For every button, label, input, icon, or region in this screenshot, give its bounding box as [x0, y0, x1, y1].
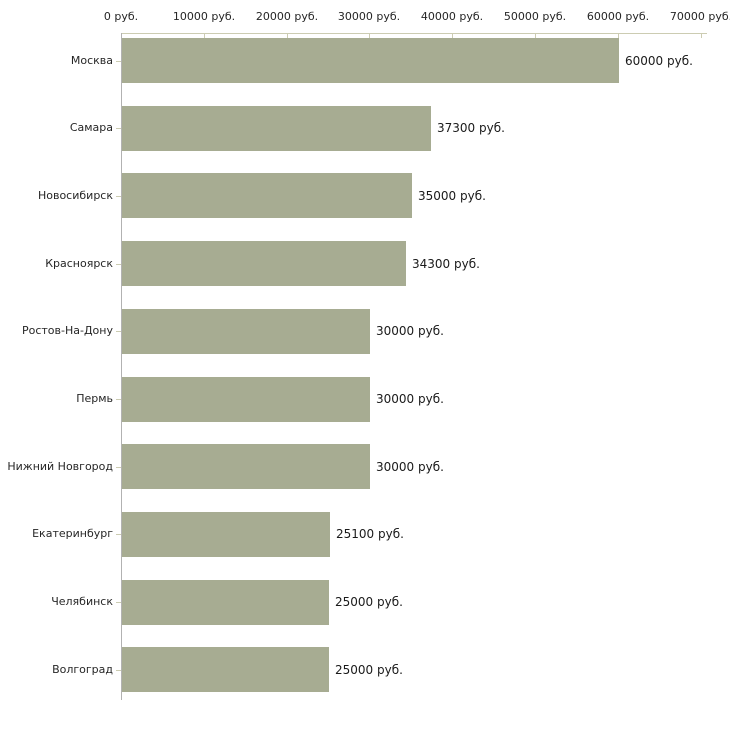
y-axis-tick — [116, 128, 121, 129]
bar-1 — [122, 106, 431, 151]
y-axis-tick — [116, 670, 121, 671]
value-label: 34300 руб. — [412, 257, 480, 271]
bar-2 — [122, 173, 412, 218]
x-axis-tick-label: 40000 руб. — [420, 10, 484, 23]
y-axis-tick — [116, 331, 121, 332]
x-axis-tick — [535, 33, 536, 38]
y-axis-tick — [116, 602, 121, 603]
category-label: Самара — [69, 121, 113, 134]
x-axis-tick-label: 30000 руб. — [337, 10, 401, 23]
bar-4 — [122, 309, 370, 354]
category-label: Новосибирск — [37, 189, 113, 202]
category-label: Красноярск — [45, 257, 113, 270]
bar-6 — [122, 444, 370, 489]
category-label: Екатеринбург — [32, 527, 113, 540]
category-label: Челябинск — [51, 595, 113, 608]
category-label: Москва — [70, 54, 113, 67]
y-axis-tick — [116, 61, 121, 62]
bar-3 — [122, 241, 406, 286]
x-axis-tick-label: 60000 руб. — [586, 10, 650, 23]
x-axis-line — [121, 33, 707, 34]
x-axis-tick — [287, 33, 288, 38]
y-axis-tick — [116, 534, 121, 535]
value-label: 30000 руб. — [376, 392, 444, 406]
y-axis-tick — [116, 467, 121, 468]
x-axis-tick — [204, 33, 205, 38]
value-label: 60000 руб. — [625, 54, 693, 68]
value-label: 37300 руб. — [437, 121, 505, 135]
x-axis-tick-label: 70000 руб. — [669, 10, 730, 23]
category-label: Пермь — [76, 392, 113, 405]
bar-7 — [122, 512, 330, 557]
category-label: Нижний Новгород — [7, 460, 113, 473]
y-axis-line — [121, 33, 122, 700]
category-label: Ростов-На-Дону — [21, 324, 113, 337]
value-label: 30000 руб. — [376, 460, 444, 474]
y-axis-tick — [116, 264, 121, 265]
value-label: 25000 руб. — [335, 663, 403, 677]
x-axis-tick — [618, 33, 619, 38]
bar-8 — [122, 580, 329, 625]
x-axis-tick-label: 50000 руб. — [503, 10, 567, 23]
value-label: 30000 руб. — [376, 324, 444, 338]
x-axis-tick — [452, 33, 453, 38]
x-axis-tick-label: 20000 руб. — [255, 10, 319, 23]
bar-5 — [122, 377, 370, 422]
y-axis-tick — [116, 196, 121, 197]
x-axis-tick — [369, 33, 370, 38]
value-label: 25000 руб. — [335, 595, 403, 609]
bar-9 — [122, 647, 329, 692]
x-axis-tick — [701, 33, 702, 38]
bar-0 — [122, 38, 619, 83]
x-axis-tick-label: 10000 руб. — [172, 10, 236, 23]
value-label: 35000 руб. — [418, 189, 486, 203]
y-axis-tick — [116, 399, 121, 400]
x-axis-tick-label: 0 руб. — [103, 10, 139, 23]
value-label: 25100 руб. — [336, 527, 404, 541]
category-label: Волгоград — [52, 663, 113, 676]
